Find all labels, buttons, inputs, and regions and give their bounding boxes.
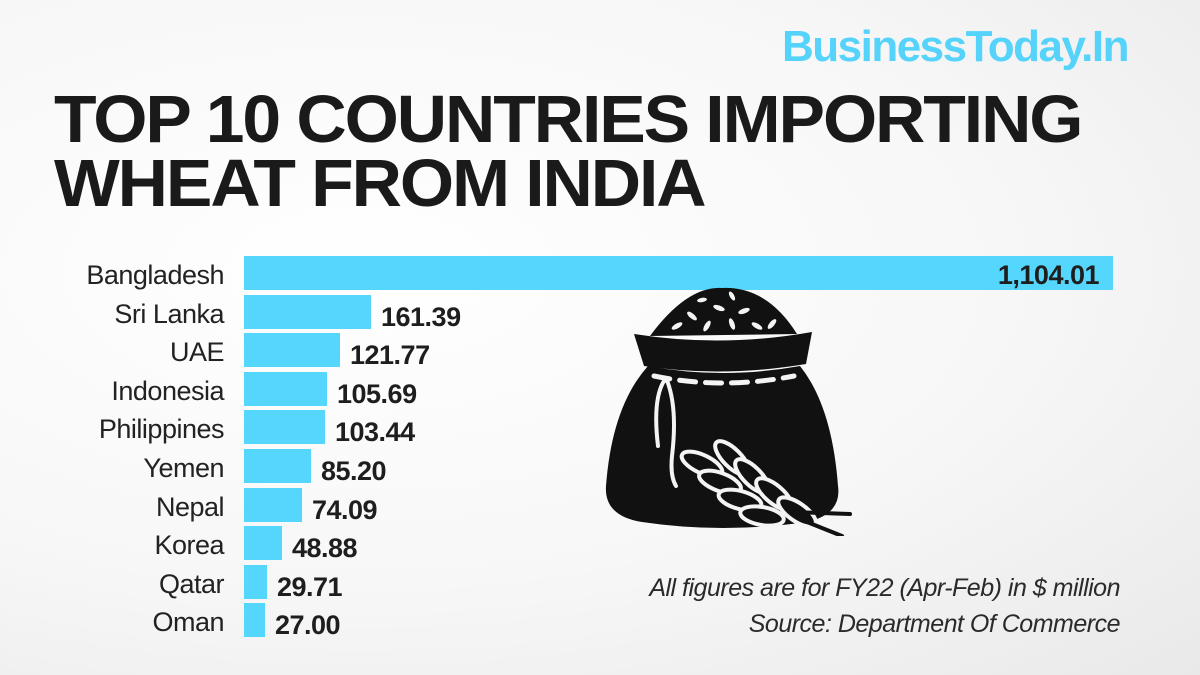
bar: [244, 371, 327, 406]
bar-row: Bangladesh 1,104.01: [0, 256, 1200, 290]
bar: [244, 333, 340, 368]
wheat-sack-icon: [592, 286, 852, 538]
bar-value: 1,104.01: [997, 260, 1100, 290]
bar: [244, 526, 282, 561]
bar-value: 48.88: [292, 533, 358, 564]
bar-label: Philippines: [98, 414, 225, 445]
footnote: All figures are for FY22 (Apr-Feb) in $ …: [649, 570, 1120, 642]
bar-row: Philippines 103.44: [0, 410, 1200, 448]
bar-value: 29.71: [277, 571, 343, 602]
bar: [244, 410, 325, 445]
bar-row: Korea 48.88: [0, 526, 1200, 564]
bar: [244, 564, 267, 599]
bar: [244, 256, 1113, 290]
brand-logo: BusinessToday.In: [781, 22, 1130, 71]
bar-row: Yemen 85.20: [0, 449, 1200, 486]
bar-value: 121.77: [350, 340, 430, 371]
bar-row: Indonesia 105.69: [0, 371, 1200, 409]
bar-label: Korea: [154, 530, 224, 561]
bar-value: 85.20: [321, 456, 387, 486]
bar: [244, 449, 311, 483]
bar-row: Qatar 29.71: [0, 564, 1200, 602]
bar-label: UAE: [169, 337, 225, 368]
bar-label: Qatar: [158, 568, 225, 599]
bar: [244, 294, 371, 329]
source-note: Source: Department Of Commerce: [748, 610, 1121, 638]
bar-value: 74.09: [312, 494, 378, 525]
bar-label: Yemen: [143, 453, 224, 483]
bar-row: Nepal 74.09: [0, 487, 1200, 525]
bar: [244, 487, 302, 522]
title-line-1: TOP 10 COUNTRIES IMPORTING: [54, 82, 1084, 157]
bar-row: Oman 27.00: [0, 603, 1200, 641]
bar-label: Bangladesh: [86, 260, 224, 290]
bar-row: UAE 121.77: [0, 333, 1200, 371]
bar-label: Indonesia: [111, 375, 224, 406]
bar-value: 103.44: [335, 417, 415, 448]
page-title: TOP 10 COUNTRIES IMPORTING WHEAT FROM IN…: [54, 86, 1084, 217]
title-line-2: WHEAT FROM INDIA: [54, 146, 707, 221]
units-note: All figures are for FY22 (Apr-Feb) in $ …: [649, 574, 1120, 602]
bar: [244, 603, 265, 638]
bar-row: Sri Lanka 161.39: [0, 294, 1200, 332]
bar-value: 105.69: [337, 378, 417, 409]
bar-label: Oman: [152, 607, 224, 638]
bar-label: Sri Lanka: [114, 298, 224, 329]
bar-value: 27.00: [275, 610, 341, 641]
bar-value: 161.39: [381, 301, 461, 332]
bar-label: Nepal: [155, 491, 225, 522]
